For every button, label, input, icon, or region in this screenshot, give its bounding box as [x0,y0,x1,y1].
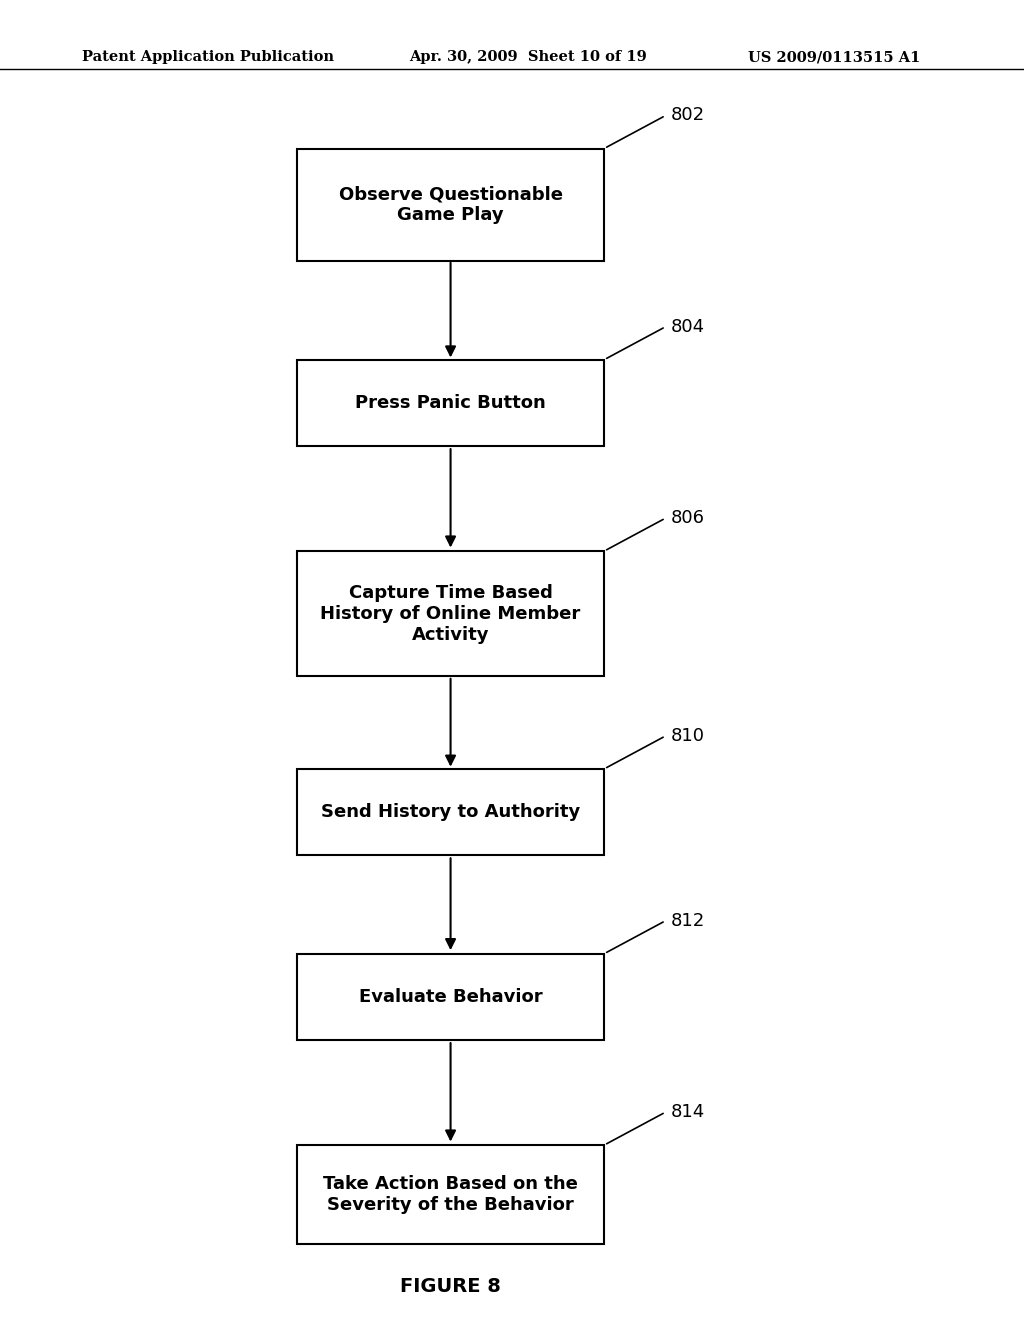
Text: FIGURE 8: FIGURE 8 [400,1278,501,1296]
FancyBboxPatch shape [297,768,604,855]
Text: 812: 812 [671,912,705,929]
Text: Observe Questionable
Game Play: Observe Questionable Game Play [339,185,562,224]
Text: Evaluate Behavior: Evaluate Behavior [358,987,543,1006]
Text: 814: 814 [671,1104,705,1121]
Text: Press Panic Button: Press Panic Button [355,393,546,412]
Text: 802: 802 [671,107,705,124]
Text: 804: 804 [671,318,705,335]
FancyBboxPatch shape [297,1144,604,1243]
Text: Apr. 30, 2009  Sheet 10 of 19: Apr. 30, 2009 Sheet 10 of 19 [410,50,647,65]
FancyBboxPatch shape [297,552,604,676]
Text: Take Action Based on the
Severity of the Behavior: Take Action Based on the Severity of the… [324,1175,578,1214]
Text: 810: 810 [671,727,705,744]
Text: 806: 806 [671,510,705,527]
Text: US 2009/0113515 A1: US 2009/0113515 A1 [748,50,920,65]
FancyBboxPatch shape [297,953,604,1040]
FancyBboxPatch shape [297,149,604,261]
FancyBboxPatch shape [297,359,604,446]
Text: Patent Application Publication: Patent Application Publication [82,50,334,65]
Text: Send History to Authority: Send History to Authority [321,803,581,821]
Text: Capture Time Based
History of Online Member
Activity: Capture Time Based History of Online Mem… [321,583,581,644]
